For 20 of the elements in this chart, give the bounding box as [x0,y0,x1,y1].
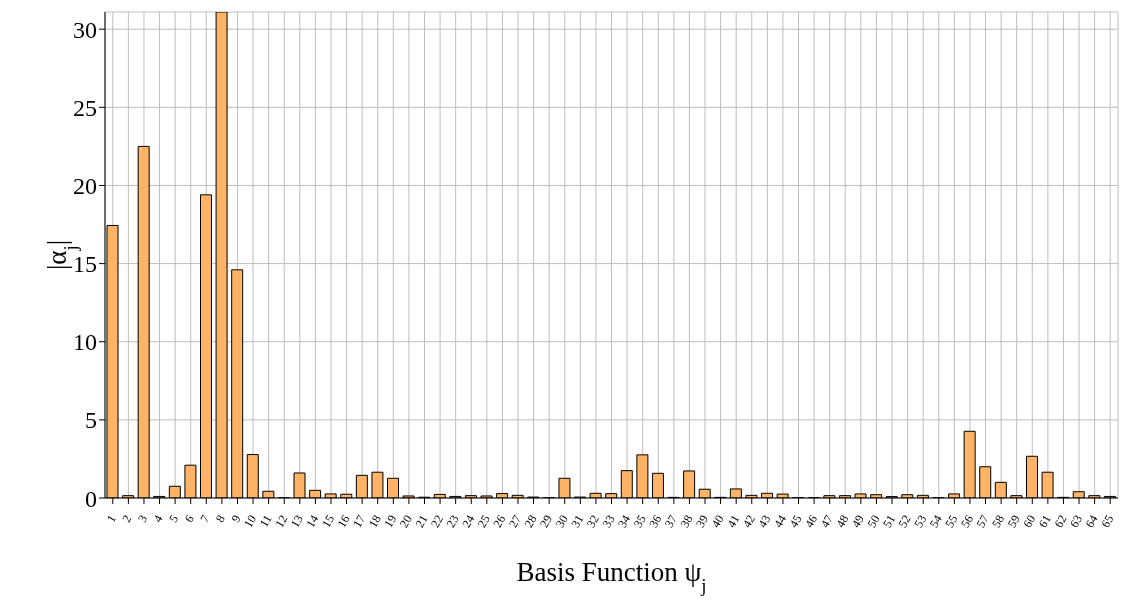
x-tick-label: 6 [181,512,197,525]
x-tick-label: 4 [150,512,166,525]
y-tick-label: 10 [73,329,97,356]
x-tick-label: 65 [1098,512,1117,530]
x-tick-label: 7 [197,512,213,525]
y-tick-label: 5 [85,407,97,434]
x-tick-label: 2 [119,512,135,525]
x-axis-title: Basis Function ψ$_{j}$ [516,557,707,596]
y-tick-label: 0 [85,485,97,512]
y-tick-label: 15 [73,251,97,278]
x-tick-label: 8 [212,512,228,525]
y-tick-label: 20 [73,172,97,199]
x-tick-label: 1 [103,512,119,525]
x-tick-label: 45 [786,512,805,530]
y-tick-label: 25 [73,94,97,121]
x-tick-label: 5 [166,512,182,525]
x-tick-label: 3 [134,512,151,525]
x-tick-label: 33 [599,512,618,530]
y-tick-label: 30 [73,16,97,43]
x-tick-label: 21 [412,512,431,530]
